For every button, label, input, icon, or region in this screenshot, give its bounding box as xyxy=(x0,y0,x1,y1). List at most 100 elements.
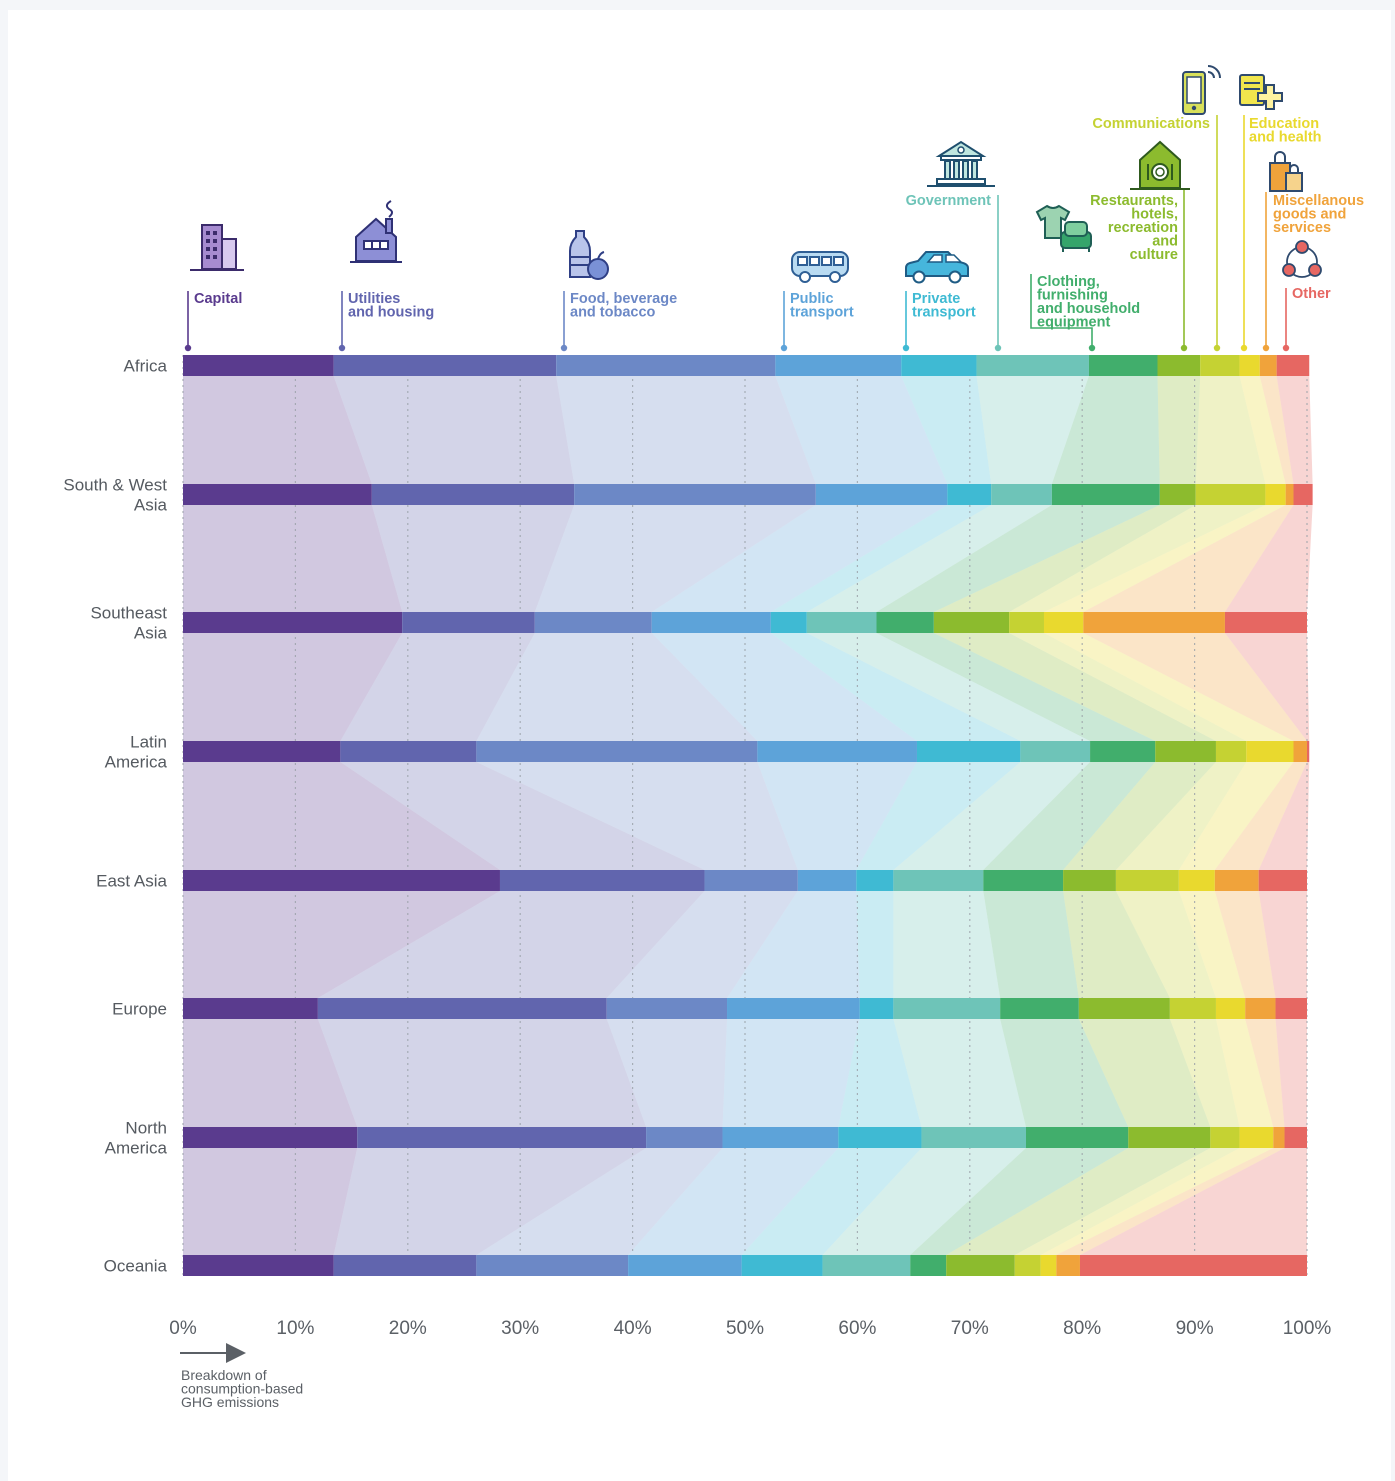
bar-segment-oceania-other xyxy=(1079,1255,1307,1276)
legend-label-education-and-health: Education xyxy=(1249,116,1319,132)
bar-segment-east-asia-restaurants-hotels-recreation-and-culture xyxy=(1063,870,1116,891)
bar-segment-africa-private-transport xyxy=(901,355,977,376)
legend-label-restaurants-hotels-recreation-and-culture: recreation xyxy=(1108,220,1178,236)
legend-label-food-beverage-and-tobacco: Food, beverage xyxy=(570,291,677,307)
flow-band-public-transport xyxy=(722,1019,860,1127)
flow-band-miscellanous-goods-and-services xyxy=(1214,762,1307,870)
bar-segment-north-america-miscellanous-goods-and-services xyxy=(1273,1127,1285,1148)
bar-segment-europe-other xyxy=(1275,998,1307,1019)
bar-segment-africa-capital xyxy=(183,355,334,376)
flow-band-other xyxy=(1276,376,1313,484)
bar-segment-south-west-asia-communications xyxy=(1195,484,1266,505)
legend-government: Government xyxy=(906,141,1002,352)
flow-band-food-beverage-and-tobacco xyxy=(476,1148,723,1255)
legend-label-communications: Communications xyxy=(1092,116,1210,132)
flow-band-food-beverage-and-tobacco xyxy=(476,633,758,741)
flow-band-communications xyxy=(1014,1148,1240,1255)
x-tick-label: 30% xyxy=(501,1318,539,1339)
flow-band-other xyxy=(1224,505,1313,612)
bar-segment-africa-government xyxy=(976,355,1089,376)
bar-segment-north-america-restaurants-hotels-recreation-and-culture xyxy=(1128,1127,1211,1148)
bar-segment-africa-restaurants-hotels-recreation-and-culture xyxy=(1157,355,1201,376)
flow-band-food-beverage-and-tobacco xyxy=(606,891,798,998)
bar-segment-south-west-asia-food-beverage-and-tobacco xyxy=(574,484,816,505)
legend-other: Other xyxy=(1282,240,1331,352)
flow-band-government xyxy=(976,376,1089,484)
bar-segment-east-asia-communications xyxy=(1115,870,1179,891)
legend-label-private-transport: transport xyxy=(912,305,976,321)
bar-segment-southeast-asia-education-and-health xyxy=(1043,612,1084,633)
legend-label-restaurants-hotels-recreation-and-culture: hotels, xyxy=(1131,207,1178,223)
flow-band-education-and-health xyxy=(1178,891,1246,998)
bar-segment-europe-education-and-health xyxy=(1215,998,1246,1019)
bar-segment-south-west-asia-other xyxy=(1293,484,1313,505)
bar-segment-africa-miscellanous-goods-and-services xyxy=(1259,355,1277,376)
legend-label-private-transport: Private xyxy=(912,291,960,307)
bar-segment-south-west-asia-miscellanous-goods-and-services xyxy=(1285,484,1294,505)
flow-band-private-transport xyxy=(770,505,992,612)
region-label-latin-america: Latin xyxy=(130,733,167,752)
x-tick-label: 10% xyxy=(276,1318,314,1339)
flow-band-private-transport xyxy=(741,1148,922,1255)
bar-segment-east-asia-other xyxy=(1258,870,1307,891)
bar-segment-europe-utilities-and-housing xyxy=(317,998,607,1019)
flow-band-public-transport xyxy=(775,376,948,484)
bar-segment-africa-education-and-health xyxy=(1239,355,1260,376)
legend-label-clothing-furnishing-and-household-equipment: equipment xyxy=(1037,315,1110,331)
flow-band-utilities-and-housing xyxy=(317,1019,647,1127)
bar-segment-north-america-other xyxy=(1284,1127,1307,1148)
flow-band-restaurants-hotels-recreation-and-culture xyxy=(946,1148,1211,1255)
flow-band-education-and-health xyxy=(1043,633,1294,741)
bar-segment-north-america-government xyxy=(921,1127,1026,1148)
flow-band-food-beverage-and-tobacco xyxy=(556,376,816,484)
x-axis-note: consumption-based xyxy=(181,1381,303,1397)
legend-label-restaurants-hotels-recreation-and-culture: and xyxy=(1152,234,1178,250)
legend-label-miscellanous-goods-and-services: services xyxy=(1273,220,1331,236)
bar-segment-north-america-capital xyxy=(183,1127,358,1148)
flow-band-education-and-health xyxy=(1040,1148,1274,1255)
flow-band-education-and-health xyxy=(1178,762,1294,870)
bar-segment-southeast-asia-restaurants-hotels-recreation-and-culture xyxy=(933,612,1010,633)
bar-segment-europe-capital xyxy=(183,998,318,1019)
flow-band-utilities-and-housing xyxy=(317,891,705,998)
flow-band-miscellanous-goods-and-services xyxy=(1083,505,1294,612)
flow-band-government xyxy=(822,1148,1026,1255)
bar-segment-latin-america-government xyxy=(1020,741,1091,762)
bar-segment-oceania-public-transport xyxy=(628,1255,742,1276)
x-tick-label: 90% xyxy=(1176,1318,1214,1339)
flow-band-other xyxy=(1258,762,1310,870)
bar-segment-africa-public-transport xyxy=(775,355,902,376)
legend-label-miscellanous-goods-and-services: goods and xyxy=(1273,207,1346,223)
flow-band-government xyxy=(806,505,1052,612)
bar-segment-southeast-asia-other xyxy=(1224,612,1307,633)
flow-band-clothing-furnishing-and-household-equipment xyxy=(876,633,1156,741)
bar-segment-europe-restaurants-hotels-recreation-and-culture xyxy=(1078,998,1170,1019)
flow-band-private-transport xyxy=(901,376,992,484)
region-label-north-america: America xyxy=(105,1139,168,1158)
bar-segment-africa-utilities-and-housing xyxy=(333,355,557,376)
flow-band-communications xyxy=(1115,891,1216,998)
restaurant-icon xyxy=(1129,141,1191,190)
shopping-bags-icon xyxy=(1269,151,1303,192)
bar-segment-oceania-utilities-and-housing xyxy=(333,1255,477,1276)
flow-band-communications xyxy=(1195,376,1266,484)
region-label-north-america: North xyxy=(125,1119,167,1138)
bar-segment-southeast-asia-clothing-furnishing-and-household-equipment xyxy=(876,612,934,633)
flow-band-utilities-and-housing xyxy=(371,505,575,612)
flow-bands xyxy=(183,376,1313,1255)
x-tick-label: 100% xyxy=(1283,1318,1332,1339)
bar-segment-africa-communications xyxy=(1200,355,1240,376)
bar-segment-south-west-asia-clothing-furnishing-and-household-equipment xyxy=(1051,484,1160,505)
bar-segment-north-america-private-transport xyxy=(838,1127,922,1148)
flow-band-food-beverage-and-tobacco xyxy=(534,505,816,612)
bar-segment-southeast-asia-food-beverage-and-tobacco xyxy=(534,612,652,633)
bar-segment-latin-america-food-beverage-and-tobacco xyxy=(476,741,758,762)
bar-segment-southeast-asia-government xyxy=(806,612,877,633)
